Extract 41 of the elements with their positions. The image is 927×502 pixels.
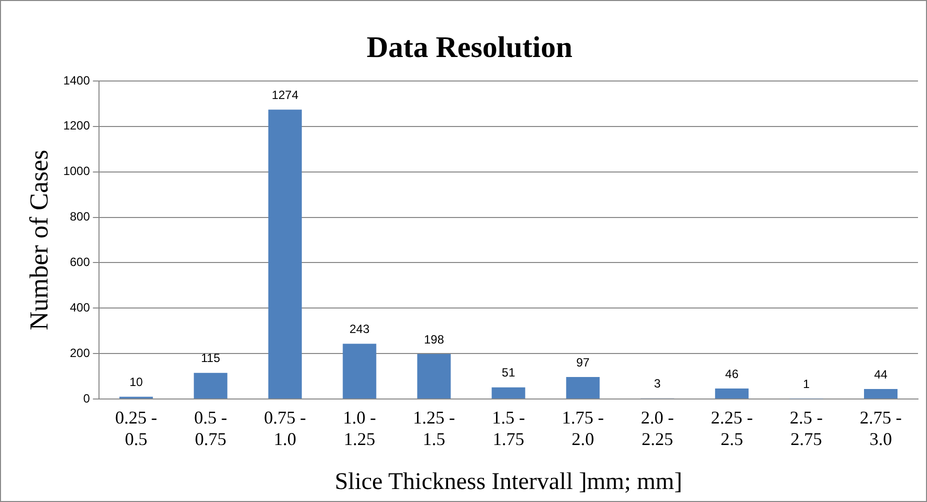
data-label: 46 <box>725 366 739 381</box>
x-tick-label: 0.75 - 1.0 <box>264 408 306 450</box>
chart-title: Data Resolution <box>366 30 573 64</box>
bar <box>342 344 376 398</box>
x-tick-label: 1.25 - 1.5 <box>412 408 455 450</box>
x-tick-label: 2.5 - 2.75 <box>790 408 823 450</box>
data-label: 115 <box>201 351 220 366</box>
y-tick-label: 200 <box>70 346 90 360</box>
data-label: 44 <box>874 367 888 382</box>
x-tick-label: 2.25 - 2.5 <box>710 408 753 450</box>
data-label: 97 <box>576 355 590 370</box>
bar <box>268 110 302 398</box>
y-tick-label: 0 <box>83 391 90 406</box>
bar <box>417 354 451 398</box>
y-tick-label: 400 <box>70 300 90 314</box>
data-label: 51 <box>502 366 516 380</box>
x-axis-title: Slice Thickness Intervall ]mm; mm] <box>334 468 682 495</box>
y-tick-label: 1400 <box>63 73 90 88</box>
x-tick-label: 1.5 - 1.75 <box>492 408 525 450</box>
x-tick-label: 1.75 - 2.0 <box>562 408 604 450</box>
data-label: 1274 <box>272 88 299 102</box>
bar <box>566 376 600 398</box>
bar <box>864 389 898 398</box>
bar <box>194 372 228 398</box>
y-tick-label: 1200 <box>63 118 90 133</box>
x-tick-label: 2.75 - 3.0 <box>860 408 902 450</box>
data-label: 10 <box>129 375 144 390</box>
y-axis-title: Number of Cases <box>24 150 54 330</box>
bar <box>492 387 526 398</box>
data-label: 198 <box>424 332 444 346</box>
x-tick-label: 0.5 - 0.75 <box>194 408 228 450</box>
y-tick-label: 1000 <box>63 164 90 178</box>
x-tick-label: 1.0 - 1.25 <box>343 408 376 450</box>
data-label: 1 <box>802 377 810 392</box>
x-tick-label: 0.25 - 0.5 <box>115 408 158 450</box>
x-tick-label: 2.0 - 2.25 <box>640 408 674 450</box>
data-label: 243 <box>350 322 370 336</box>
data-label: 3 <box>654 376 662 391</box>
y-tick-label: 600 <box>70 255 90 270</box>
bar <box>715 388 749 398</box>
y-tick-label: 800 <box>70 210 90 224</box>
